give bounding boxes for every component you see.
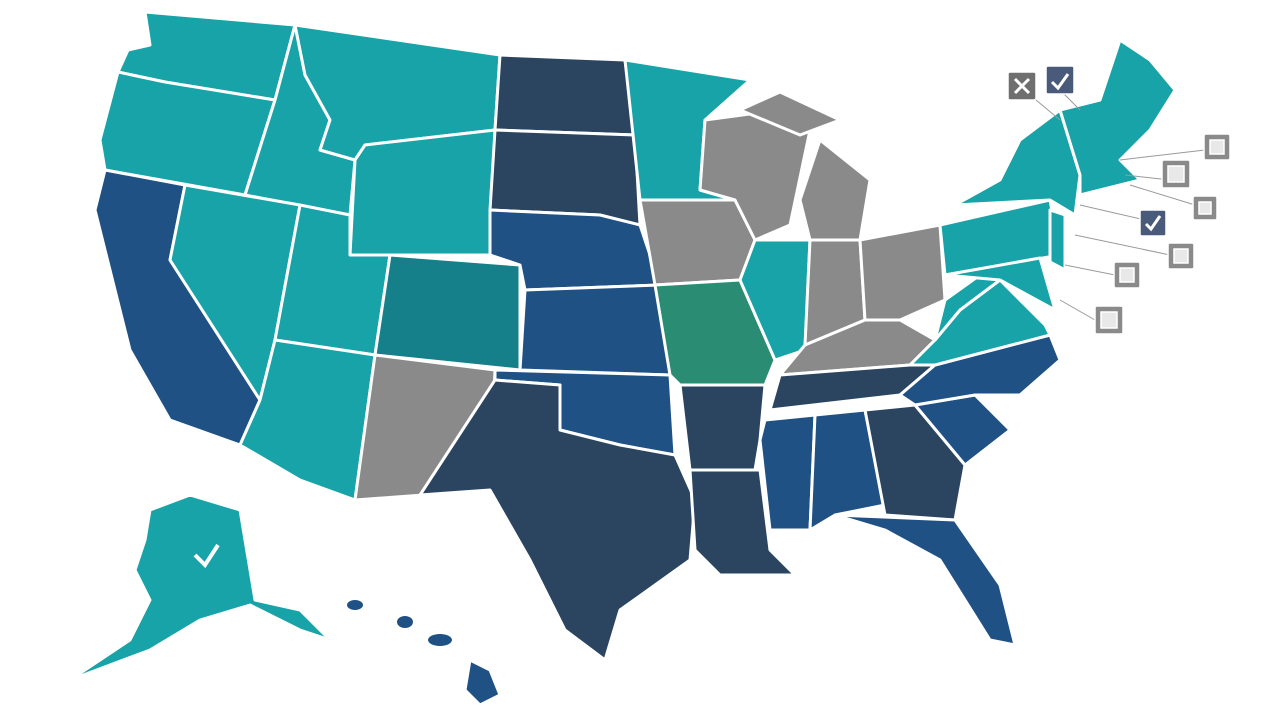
new-york <box>953 108 1082 217</box>
new-england <box>1058 38 1177 197</box>
florida <box>833 513 1017 647</box>
georgia <box>863 403 967 522</box>
box-inner <box>1173 248 1189 264</box>
louisiana <box>688 468 797 577</box>
hawaii-maui <box>428 634 452 646</box>
box-inner <box>1119 267 1135 283</box>
arkansas <box>678 383 767 472</box>
hawaii-oahu <box>397 616 413 628</box>
michigan-upper <box>738 90 842 137</box>
wyoming <box>348 128 497 257</box>
new-jersey <box>1048 208 1067 272</box>
leader-line <box>1059 299 1096 321</box>
states <box>68 10 1177 707</box>
x-mark <box>1013 77 1031 95</box>
leader-line <box>1129 184 1196 206</box>
alaska <box>68 493 332 682</box>
leader-line <box>1064 264 1116 276</box>
box-inner <box>1198 201 1212 215</box>
box-inner <box>1167 165 1185 183</box>
check-box <box>1139 209 1167 237</box>
check-mark <box>193 543 220 569</box>
alabama <box>808 408 887 532</box>
hawaii-kauai <box>347 600 363 610</box>
box-inner <box>1100 311 1118 329</box>
maryland-delaware <box>943 256 1057 312</box>
check-box <box>1045 65 1075 95</box>
leader-line <box>1119 149 1206 161</box>
illinois <box>738 238 812 362</box>
colorado <box>373 253 522 372</box>
check-mark <box>1050 73 1070 91</box>
leader-line <box>1079 204 1146 221</box>
icons <box>1007 65 1231 335</box>
texas <box>418 378 697 662</box>
kansas <box>518 283 672 377</box>
ohio <box>858 223 947 322</box>
north-dakota <box>493 53 637 137</box>
check-mark <box>1144 215 1162 232</box>
hawaii-big <box>463 658 502 707</box>
michigan <box>798 138 872 242</box>
mississippi <box>758 413 817 532</box>
leader-line <box>1074 234 1171 256</box>
box-inner <box>1209 139 1225 155</box>
iowa <box>638 198 757 287</box>
